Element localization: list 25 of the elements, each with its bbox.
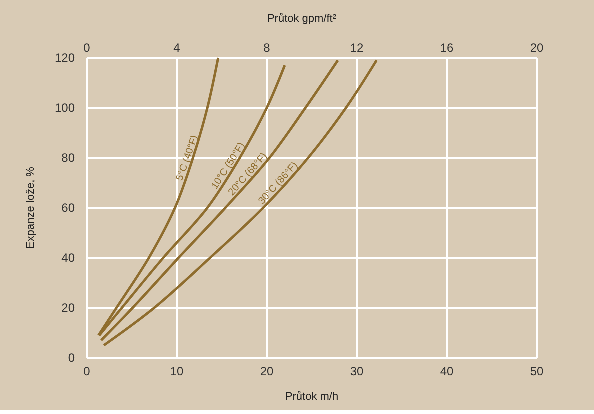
line-series [100,59,340,342]
y-tick-label: 80 [62,150,76,165]
x2-tick-label: 4 [174,41,181,55]
x2-tick-label: 8 [264,41,271,55]
y-tick-label: 60 [62,200,76,215]
x2-tick-label: 0 [84,41,91,55]
y-tick-label: 120 [54,50,76,65]
x2-tick-label: 12 [350,41,364,55]
x-tick-label: 0 [84,364,91,379]
x2-tick-label: 16 [440,41,454,55]
y-tick-label: 40 [62,250,76,265]
y-tick-label: 20 [62,300,76,315]
y-tick-label: 100 [54,100,76,115]
x2-tick-label: 20 [530,41,544,55]
x2-axis-title: Průtok gpm/ft² [267,13,337,25]
x-tick-label: 40 [440,364,454,379]
line-series [102,59,378,347]
y-tick-label: 0 [68,350,76,365]
x-tick-label: 50 [530,364,544,379]
y-axis-title: Expanze lože, % [25,166,37,249]
x-tick-label: 30 [350,364,364,379]
x-tick-label: 10 [170,364,184,379]
text: 5°C (40°F) [174,134,201,182]
x-axis-title: Průtok m/h [285,391,339,403]
x-tick-label: 20 [260,364,274,379]
